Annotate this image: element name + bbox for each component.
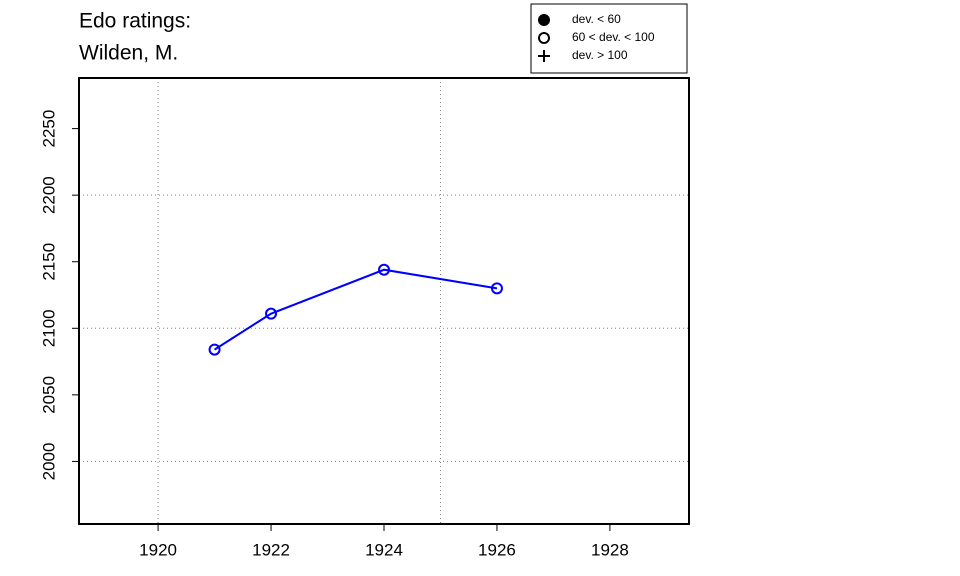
chart-subtitle: Wilden, M. xyxy=(79,42,178,65)
x-tick-label: 1928 xyxy=(591,540,629,559)
x-tick-label: 1924 xyxy=(365,540,403,559)
y-tick-label: 2200 xyxy=(39,176,58,214)
legend-label: dev. < 60 xyxy=(572,12,621,26)
legend-label: 60 < dev. < 100 xyxy=(572,30,655,44)
point xyxy=(378,263,390,276)
y-tick-label: 2100 xyxy=(39,309,58,347)
x-tick-label: 1922 xyxy=(252,540,290,559)
x-tick-label: 1926 xyxy=(478,540,516,559)
legend-symbol xyxy=(538,50,550,62)
y-tick-label: 2150 xyxy=(39,243,58,281)
y-tick-label: 2000 xyxy=(39,443,58,481)
legend-label: dev. > 100 xyxy=(572,48,628,62)
x-tick-label: 1920 xyxy=(139,540,177,559)
chart-title: Edo ratings: xyxy=(79,10,191,33)
point xyxy=(265,307,278,320)
point xyxy=(490,282,503,295)
y-tick-label: 2250 xyxy=(39,110,58,148)
y-tick-label: 2050 xyxy=(39,376,58,414)
legend-symbol xyxy=(538,32,550,44)
legend-box xyxy=(530,3,688,74)
point xyxy=(208,343,221,356)
legend-symbol xyxy=(538,14,550,26)
line xyxy=(214,268,498,351)
plot-frame xyxy=(78,77,690,525)
